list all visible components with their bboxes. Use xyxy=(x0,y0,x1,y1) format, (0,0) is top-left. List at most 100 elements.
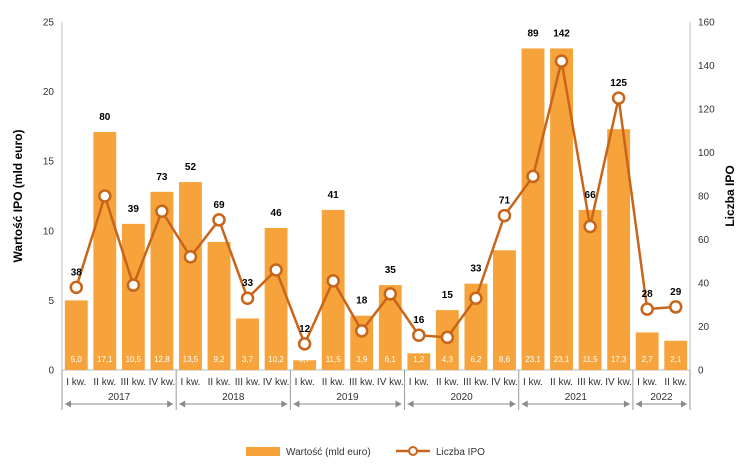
bar-value-label: 9,2 xyxy=(213,355,225,364)
bar-value-label: 6,1 xyxy=(385,355,397,364)
count-value-label: 73 xyxy=(156,172,168,183)
bar xyxy=(179,182,202,370)
bar xyxy=(578,209,602,370)
legend-label-line: Liczba IPO xyxy=(436,447,485,458)
bar xyxy=(64,300,88,370)
left-tick-label: 10 xyxy=(43,226,55,237)
count-value-label: 16 xyxy=(413,315,425,326)
category-label: II kw. xyxy=(322,377,345,388)
count-value-label: 52 xyxy=(185,162,197,173)
count-value-label: 28 xyxy=(642,289,654,300)
count-point xyxy=(155,204,169,218)
count-point xyxy=(554,54,569,68)
year-arrow-right xyxy=(509,400,516,408)
bar xyxy=(293,360,317,370)
bar-value-label: 17,3 xyxy=(611,355,627,364)
count-point xyxy=(526,169,540,184)
count-value-label: 142 xyxy=(553,28,570,39)
count-value-label: 35 xyxy=(385,265,397,276)
category-label: I kw. xyxy=(409,377,429,388)
left-tick-label: 0 xyxy=(48,366,54,377)
right-tick-label: 80 xyxy=(698,192,710,203)
year-arrow-right xyxy=(623,400,630,408)
count-line xyxy=(75,60,676,348)
count-point xyxy=(497,208,512,223)
count-value-label: 46 xyxy=(271,208,283,219)
category-label: III kw. xyxy=(577,377,603,388)
bar xyxy=(664,340,688,370)
year-label: 2021 xyxy=(565,392,588,403)
year-arrow-right xyxy=(681,400,687,408)
bar xyxy=(550,48,573,370)
right-tick-label: 120 xyxy=(698,105,715,116)
category-label: I kw. xyxy=(66,377,86,388)
count-point xyxy=(98,189,112,203)
right-tick-label: 40 xyxy=(698,279,710,290)
bar xyxy=(93,131,117,370)
count-point xyxy=(611,91,626,105)
right-tick-label: 100 xyxy=(698,148,715,159)
category-label: III kw. xyxy=(349,377,375,388)
count-point xyxy=(297,337,312,351)
count-value-label: 33 xyxy=(242,278,254,289)
count-value-label: 15 xyxy=(442,290,454,301)
category-label: IV kw. xyxy=(149,377,176,388)
left-axis-title: Wartość IPO (mld euro) xyxy=(11,130,25,263)
bar xyxy=(321,209,345,370)
count-value-label: 12 xyxy=(299,324,311,335)
right-tick-label: 20 xyxy=(698,322,710,333)
year-arrow-left xyxy=(521,400,528,408)
count-point xyxy=(383,287,398,301)
right-axis-title: Liczba IPO xyxy=(723,165,737,226)
right-tick-label: 0 xyxy=(698,366,704,377)
legend-swatch-bar xyxy=(246,447,280,456)
bar xyxy=(521,48,545,370)
category-label: IV kw. xyxy=(491,377,518,388)
year-arrow-left xyxy=(65,400,71,408)
count-value-labels: 38 80 39 73 52 69 33 46 12 41 18 35 16 15 33 71 89 142 66 1… xyxy=(71,28,682,334)
count-point xyxy=(583,219,597,234)
left-tick-label: 5 xyxy=(48,296,54,307)
left-tick-label: 25 xyxy=(43,18,55,29)
count-value-label: 69 xyxy=(213,200,225,211)
count-point xyxy=(668,300,683,314)
right-axis-ticks: 0 20 40 60 80 100 120 140 160 xyxy=(698,18,715,377)
category-label: IV kw. xyxy=(263,377,290,388)
bar-value-label: 10,2 xyxy=(268,355,284,364)
bar xyxy=(264,228,288,370)
bar xyxy=(207,241,231,370)
count-point xyxy=(183,250,198,264)
bar-value-labels: 5,0 17,1 10,5 12,8 13,5 9,2 3,7 10,2 0,7 11,5 3,9 6… xyxy=(71,355,682,364)
bar xyxy=(607,129,631,370)
bar-value-label: 1,2 xyxy=(413,355,425,364)
bar xyxy=(407,353,431,370)
count-point xyxy=(212,213,226,227)
category-label: II kw. xyxy=(436,377,459,388)
category-labels: I kw. II kw. III kw. IV kw. I kw. II kw. III k… xyxy=(66,377,687,388)
count-value-label: 125 xyxy=(610,78,627,89)
category-label: I kw. xyxy=(523,377,543,388)
bar-value-label: 11,5 xyxy=(583,355,599,364)
bar xyxy=(236,318,259,370)
count-value-label: 80 xyxy=(99,112,111,123)
bar-value-label: 3,7 xyxy=(242,355,254,364)
left-axis-ticks: 0 5 10 15 20 25 xyxy=(43,18,55,377)
category-label: II kw. xyxy=(664,377,687,388)
count-point xyxy=(69,280,84,295)
bar-value-label: 4,3 xyxy=(442,355,454,364)
year-arrow-right xyxy=(167,400,174,408)
count-value-label: 38 xyxy=(71,267,83,278)
count-point xyxy=(269,263,283,277)
bar xyxy=(635,332,659,370)
year-arrow-right xyxy=(281,400,288,408)
category-label: II kw. xyxy=(208,377,231,388)
year-arrow-left xyxy=(407,400,414,408)
year-label: 2018 xyxy=(222,392,245,403)
legend-label-bar: Wartość (mld euro) xyxy=(286,447,371,458)
count-point xyxy=(240,291,255,305)
legend: Wartość (mld euro) Liczba IPO xyxy=(246,446,485,458)
category-label: III kw. xyxy=(235,377,261,388)
category-label: III kw. xyxy=(121,377,147,388)
count-point xyxy=(469,291,483,305)
right-tick-label: 60 xyxy=(698,235,710,246)
